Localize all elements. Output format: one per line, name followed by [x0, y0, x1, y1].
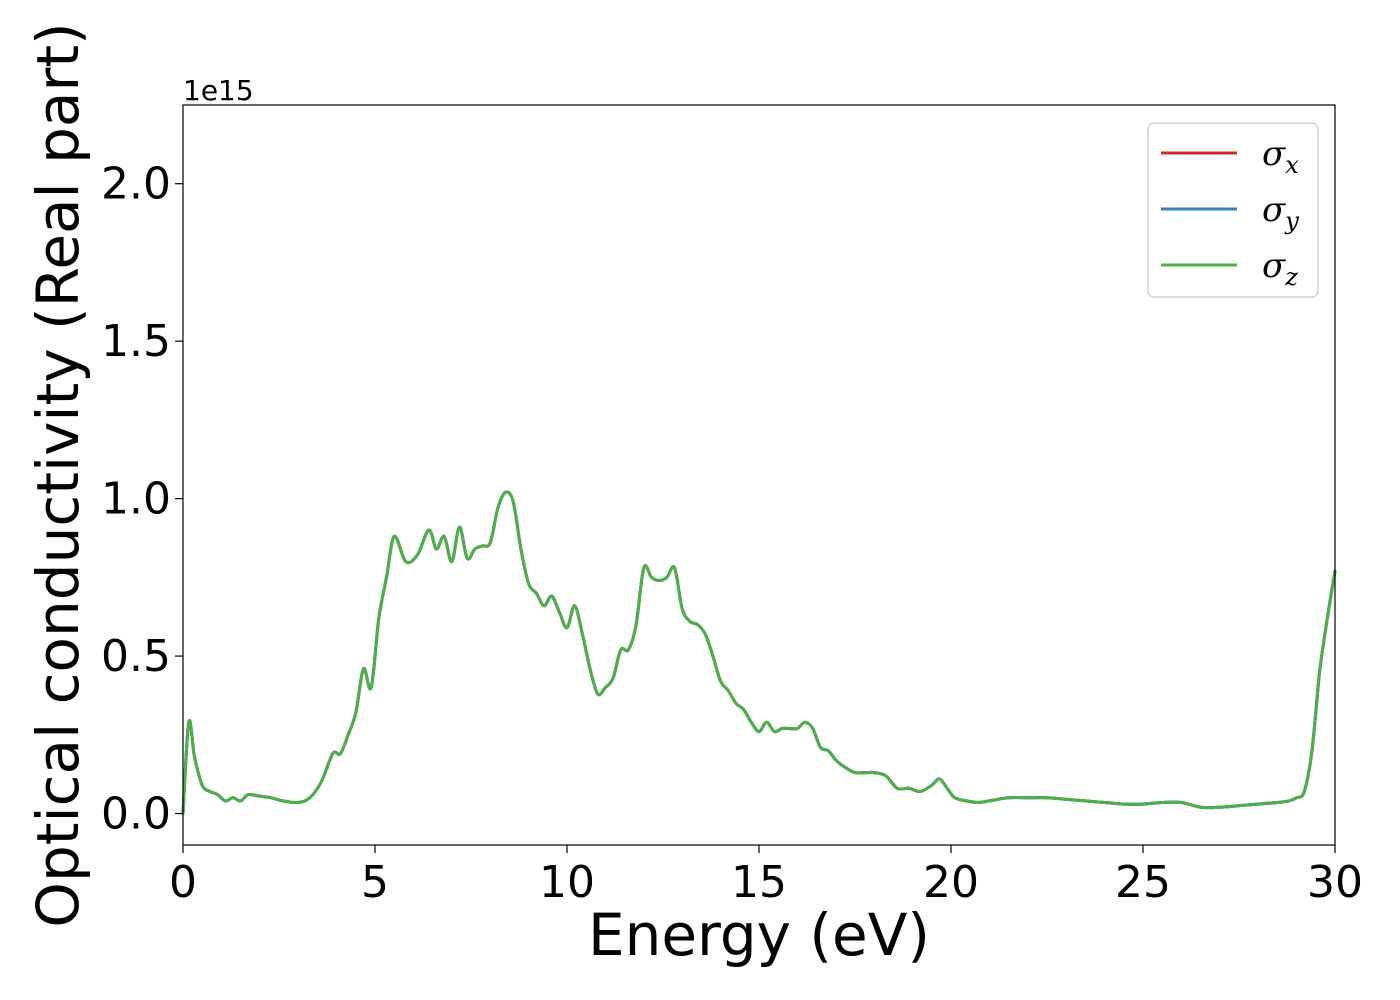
- y-tick-label: 0.0: [101, 789, 171, 840]
- y-axis-ticks: 0.0 0.5 1.0 1.5 2.0: [101, 159, 183, 840]
- y-offset-label: 1e15: [183, 74, 254, 107]
- legend-label: σy: [1262, 190, 1299, 235]
- x-tick-label: 5: [361, 857, 389, 908]
- x-tick-label: 30: [1307, 857, 1363, 908]
- x-axis-ticks: 0 5 10 15 20 25 30: [169, 845, 1363, 908]
- legend: σx σy σz: [1147, 122, 1319, 298]
- x-tick-label: 0: [169, 857, 197, 908]
- x-tick-label: 10: [539, 857, 595, 908]
- x-tick-label: 25: [1115, 857, 1171, 908]
- legend-label: σz: [1262, 246, 1298, 291]
- series-lines: [181, 490, 1337, 815]
- x-tick-label: 15: [731, 857, 787, 908]
- x-axis-label: Energy (eV): [588, 901, 930, 969]
- y-axis-label: Optical conductivity (Real part): [24, 22, 92, 927]
- x-tick-label: 20: [923, 857, 979, 908]
- y-tick-label: 1.0: [101, 474, 171, 525]
- y-tick-label: 0.5: [101, 631, 171, 682]
- legend-label: σx: [1262, 134, 1299, 179]
- series-line-sigma-z: [181, 490, 1337, 815]
- y-tick-label: 1.5: [101, 316, 171, 367]
- y-tick-label: 2.0: [101, 159, 171, 210]
